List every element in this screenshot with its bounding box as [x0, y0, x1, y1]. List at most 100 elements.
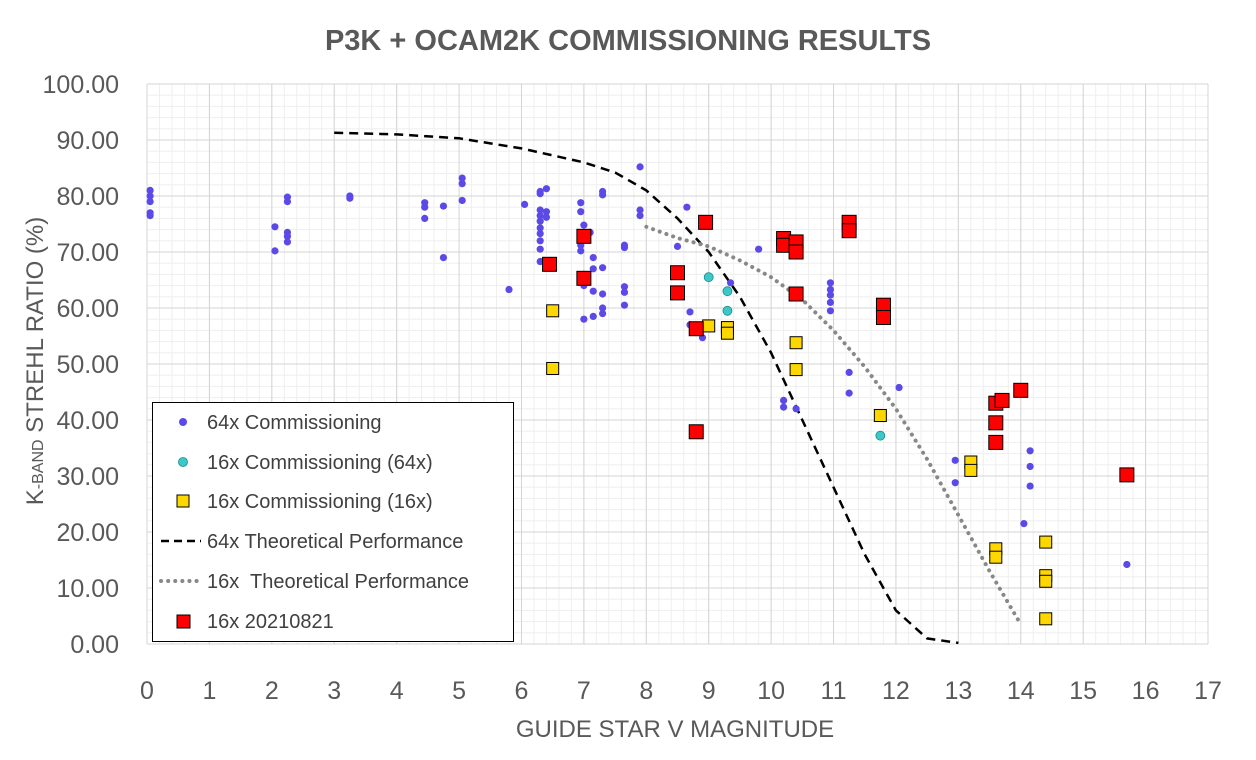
data-point: [599, 310, 607, 318]
y-axis-tick-labels: 0.00 10.00 20.00 30.00 40.00 50.00 60.00 70.00 8…: [43, 71, 119, 659]
data-point: [776, 237, 792, 253]
x-tick-label: 12: [882, 677, 910, 705]
data-point: [520, 200, 529, 208]
data-point: [283, 198, 292, 206]
data-point: [1026, 462, 1034, 471]
data-point: [577, 199, 585, 207]
data-point: [720, 326, 734, 340]
data-point: [599, 304, 607, 312]
data-point: [536, 190, 544, 198]
series-16x-commissioning-16x: [546, 304, 1053, 626]
legend-label: 16x Commissioning (16x): [207, 491, 433, 513]
data-point: [580, 221, 588, 229]
data-point: [1013, 382, 1029, 398]
series-line: [334, 131, 959, 645]
series-layer: [146, 131, 1135, 645]
data-point: [895, 383, 903, 392]
data-point: [683, 203, 691, 211]
x-tick-label: 11: [821, 677, 847, 705]
chart-title: P3K + OCAM2K COMMISSIONING RESULTS: [325, 25, 931, 57]
data-point: [826, 279, 835, 287]
data-point: [346, 194, 354, 202]
data-point: [994, 392, 1010, 408]
x-tick-label: 2: [265, 677, 279, 705]
legend-item-16x-20210821: 16x 20210821: [153, 602, 513, 640]
data-point: [951, 479, 959, 487]
data-point: [988, 434, 1004, 450]
data-point: [542, 185, 551, 193]
legend-item-64x-commissioning: 64x Commissioning: [153, 403, 513, 441]
data-point: [620, 243, 629, 252]
data-point: [875, 430, 886, 441]
data-point: [271, 247, 279, 255]
data-point: [536, 224, 544, 232]
data-point: [577, 247, 585, 255]
y-tick-label: 60.00: [56, 295, 119, 323]
series-64x-commissioning: [146, 163, 1131, 569]
data-point: [688, 424, 704, 440]
x-tick-label: 16: [1132, 677, 1160, 705]
data-point: [146, 186, 154, 194]
data-point: [964, 463, 978, 477]
data-point: [826, 307, 835, 315]
data-point: [1020, 520, 1028, 528]
data-point: [421, 214, 429, 222]
data-point: [722, 305, 733, 316]
legend: 64x Commissioning 16x Commissioning (64x…: [152, 402, 514, 642]
data-point: [542, 208, 551, 216]
data-point: [536, 257, 544, 266]
x-tick-label: 4: [390, 677, 404, 705]
data-point: [1026, 447, 1034, 455]
data-point: [620, 301, 629, 309]
data-point: [620, 288, 629, 296]
legend-label: 64x Commissioning: [207, 412, 382, 434]
data-point: [875, 310, 891, 326]
y-axis-label: K-BAND STREHL RATIO (%): [22, 217, 49, 505]
data-point: [703, 272, 714, 283]
data-point: [841, 223, 857, 239]
data-point: [542, 256, 558, 272]
data-point: [636, 163, 644, 171]
data-point: [789, 336, 803, 350]
data-point: [577, 208, 585, 216]
data-point: [636, 206, 644, 214]
data-point: [439, 202, 448, 210]
data-point: [620, 283, 629, 291]
data-point: [726, 279, 735, 287]
data-point: [271, 223, 279, 231]
circle-marker-icon: [178, 457, 188, 467]
data-point: [536, 245, 544, 253]
data-point: [146, 192, 154, 200]
data-point: [1123, 560, 1131, 569]
legend-item-16x-theoretical: 16x Theoretical Performance: [153, 562, 513, 600]
series-16x-theoretical-performance: [644, 224, 1023, 627]
x-axis-label: GUIDE STAR V MAGNITUDE: [516, 716, 834, 743]
data-point: [546, 304, 560, 318]
legend-label: 16x Commissioning (64x): [207, 452, 433, 474]
data-point: [589, 312, 597, 320]
data-point: [845, 389, 853, 397]
data-point: [702, 319, 716, 333]
data-point: [589, 265, 597, 273]
data-point: [1026, 482, 1034, 490]
data-point: [283, 238, 292, 246]
data-point: [826, 298, 835, 306]
x-tick-label: 13: [944, 677, 972, 705]
data-point: [536, 217, 544, 225]
x-tick-label: 1: [202, 677, 216, 705]
square-marker-icon: [176, 614, 191, 629]
x-axis-tick-labels: 0 1 2 3 4 5 6 7 8 9 10 11 12 13 14 15 16 17: [140, 677, 1222, 705]
data-point: [670, 285, 685, 301]
data-point: [458, 196, 466, 205]
data-point: [780, 396, 788, 404]
series-line: [644, 224, 1023, 627]
data-point: [698, 214, 714, 230]
x-tick-label: 17: [1194, 677, 1222, 705]
legend-label: 16x Theoretical Performance: [207, 571, 469, 593]
data-point: [826, 291, 835, 299]
data-point: [589, 254, 597, 262]
x-tick-label: 0: [140, 677, 154, 705]
data-point: [780, 403, 788, 411]
data-point: [146, 198, 154, 206]
square-marker-icon: [176, 494, 190, 508]
